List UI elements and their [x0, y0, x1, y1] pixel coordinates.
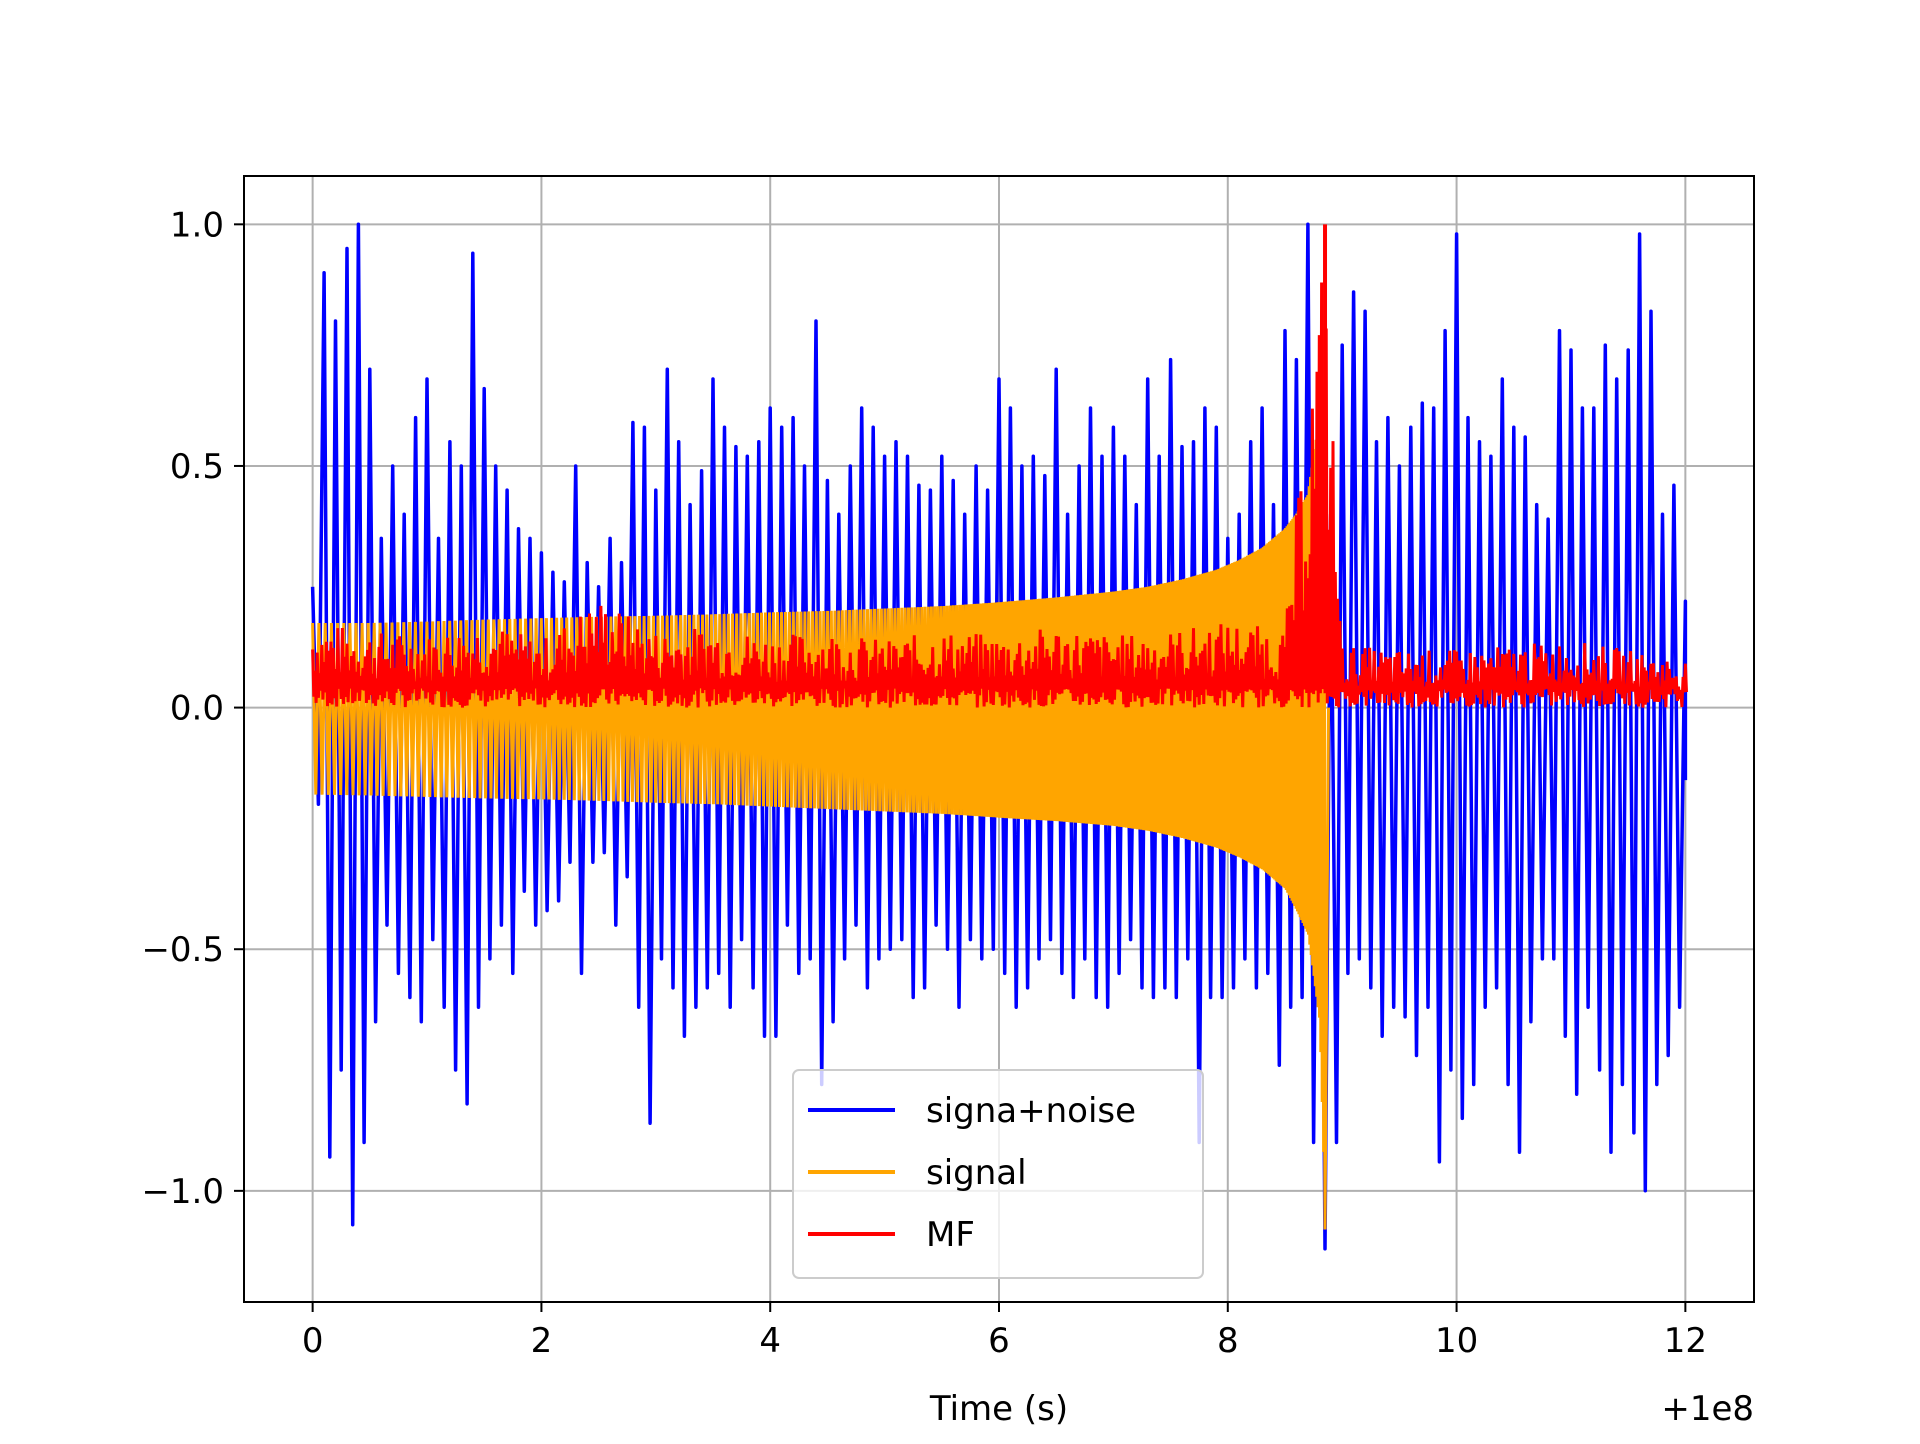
series-signal: [311, 393, 1330, 1230]
x-axis-offset-label: +1e8: [1661, 1389, 1754, 1429]
legend-label-signal: signal: [926, 1153, 1027, 1193]
legend: signa+noise signal MF: [792, 1069, 1204, 1279]
series-line-signal: [311, 393, 1330, 1230]
legend-box: [792, 1069, 1204, 1279]
series-line-mf: [311, 282, 1688, 708]
x-tick-label: 10: [1435, 1321, 1478, 1361]
y-tick-label: −0.5: [141, 930, 224, 970]
y-tick-label: 0.0: [170, 689, 224, 729]
legend-label-mf: MF: [926, 1215, 975, 1255]
x-tick-label: 8: [1217, 1321, 1239, 1361]
x-tick-label: 0: [302, 1321, 324, 1361]
x-tick-label: 12: [1664, 1321, 1707, 1361]
x-tick-label: 2: [531, 1321, 553, 1361]
x-tick-label: 6: [988, 1321, 1010, 1361]
legend-label-signal-noise: signa+noise: [926, 1091, 1136, 1131]
x-axis-ticks: 0 2 4 6 8 10 12: [302, 1302, 1707, 1361]
y-axis-ticks: −1.0 −0.5 0.0 0.5 1.0: [141, 205, 244, 1212]
y-tick-label: 0.5: [170, 447, 224, 487]
series-layer: [310, 222, 1688, 1251]
y-tick-label: 1.0: [170, 205, 224, 245]
y-tick-label: −1.0: [141, 1172, 224, 1212]
x-tick-label: 4: [759, 1321, 781, 1361]
x-axis-label: Time (s): [929, 1389, 1068, 1429]
series-mf: [311, 224, 1688, 708]
